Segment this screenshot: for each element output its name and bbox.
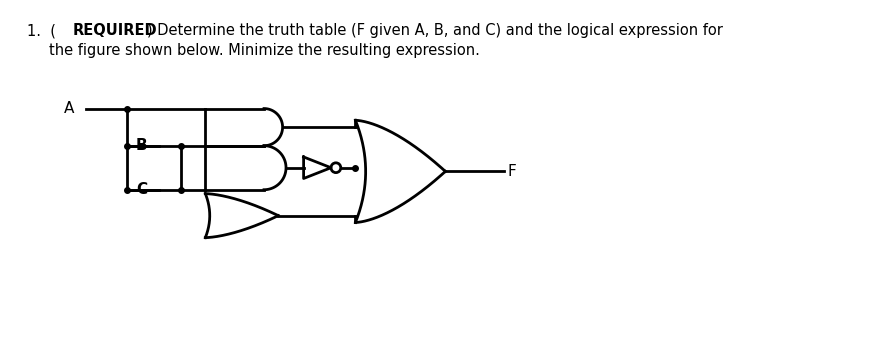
Text: 1.  (: 1. (: [27, 23, 56, 38]
Text: A: A: [63, 101, 74, 116]
Text: ) Determine the truth table (F given A, B, and C) and the logical expression for: ) Determine the truth table (F given A, …: [147, 23, 722, 38]
Text: C: C: [136, 182, 148, 197]
Text: the figure shown below. Minimize the resulting expression.: the figure shown below. Minimize the res…: [49, 43, 479, 58]
Text: B: B: [136, 138, 148, 153]
Text: REQUIRED: REQUIRED: [72, 23, 156, 38]
Text: F: F: [507, 164, 516, 179]
